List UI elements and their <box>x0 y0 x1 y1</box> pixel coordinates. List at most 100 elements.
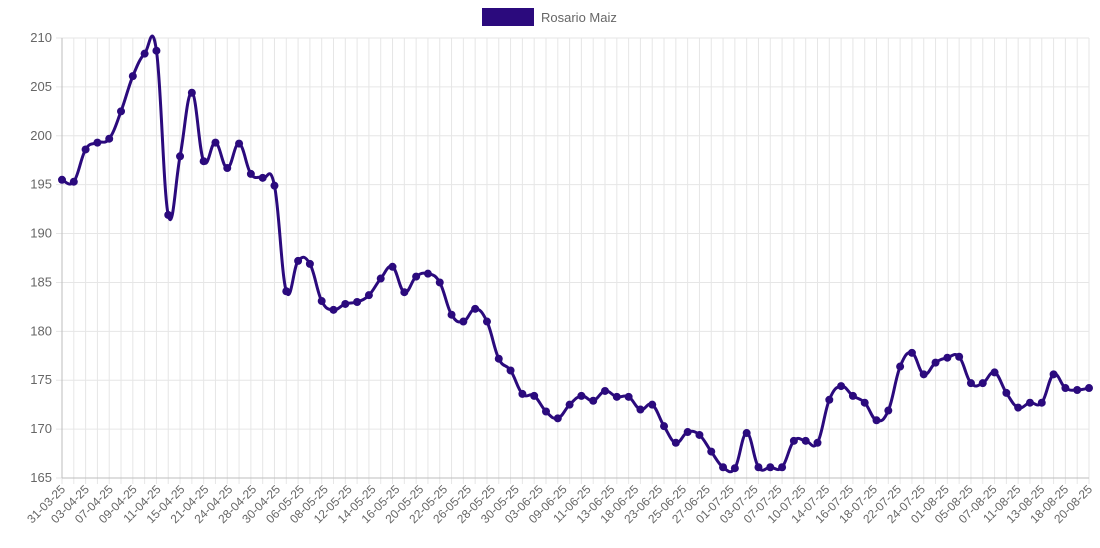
data-point[interactable] <box>282 287 291 296</box>
data-point[interactable] <box>223 164 232 173</box>
data-point[interactable] <box>636 405 645 414</box>
data-point[interactable] <box>553 414 562 423</box>
legend[interactable]: Rosario Maiz <box>482 8 617 26</box>
data-point[interactable] <box>742 429 751 438</box>
data-point[interactable] <box>376 274 385 283</box>
data-point[interactable] <box>778 463 787 472</box>
data-point[interactable] <box>624 392 633 401</box>
data-point[interactable] <box>235 139 244 148</box>
data-point[interactable] <box>695 430 704 439</box>
data-point[interactable] <box>530 391 539 400</box>
data-point[interactable] <box>388 262 397 271</box>
data-point[interactable] <box>93 138 102 147</box>
data-point[interactable] <box>199 157 208 166</box>
data-point[interactable] <box>1014 403 1023 412</box>
data-point[interactable] <box>152 46 161 55</box>
data-point[interactable] <box>825 395 834 404</box>
data-point[interactable] <box>955 352 964 361</box>
data-point[interactable] <box>447 310 456 319</box>
data-point[interactable] <box>117 107 126 116</box>
data-point[interactable] <box>270 181 279 190</box>
data-point[interactable] <box>1061 384 1070 393</box>
data-point[interactable] <box>848 391 857 400</box>
data-point[interactable] <box>329 305 338 314</box>
legend-swatch[interactable] <box>482 8 534 26</box>
data-point[interactable] <box>671 438 680 447</box>
data-point[interactable] <box>1073 386 1082 394</box>
data-point[interactable] <box>978 379 987 388</box>
data-point[interactable] <box>518 389 527 398</box>
data-point[interactable] <box>612 392 621 401</box>
data-point[interactable] <box>211 138 220 147</box>
data-point[interactable] <box>943 353 952 362</box>
data-point[interactable] <box>58 175 66 184</box>
data-point[interactable] <box>872 416 881 425</box>
data-point[interactable] <box>837 382 846 391</box>
data-point[interactable] <box>294 256 303 265</box>
data-point[interactable] <box>317 297 326 306</box>
data-point[interactable] <box>648 400 657 409</box>
data-point[interactable] <box>400 288 409 297</box>
data-point[interactable] <box>506 366 515 375</box>
data-point[interactable] <box>246 169 255 178</box>
data-point[interactable] <box>69 177 78 186</box>
data-point[interactable] <box>541 407 550 416</box>
y-tick-label: 200 <box>30 128 52 143</box>
data-point[interactable] <box>435 278 444 287</box>
data-point[interactable] <box>884 406 893 415</box>
data-point[interactable] <box>813 438 822 447</box>
data-point[interactable] <box>412 272 421 281</box>
data-point[interactable] <box>364 291 373 300</box>
data-point[interactable] <box>601 386 610 395</box>
data-point[interactable] <box>105 134 114 143</box>
data-point[interactable] <box>341 299 350 308</box>
data-point[interactable] <box>423 269 432 278</box>
data-point[interactable] <box>896 362 905 371</box>
data-point[interactable] <box>966 379 975 388</box>
data-point[interactable] <box>164 210 173 219</box>
series-layer <box>58 34 1093 474</box>
data-point[interactable] <box>730 464 739 473</box>
data-point[interactable] <box>128 72 137 81</box>
data-point[interactable] <box>482 317 491 326</box>
series-line <box>61 34 1090 474</box>
data-point[interactable] <box>719 463 728 472</box>
data-point[interactable] <box>683 428 692 437</box>
data-point[interactable] <box>589 396 598 405</box>
data-point[interactable] <box>860 398 869 407</box>
data-point[interactable] <box>1002 388 1011 397</box>
data-point[interactable] <box>789 436 798 445</box>
data-point[interactable] <box>907 348 916 357</box>
legend-label[interactable]: Rosario Maiz <box>541 10 617 25</box>
data-point[interactable] <box>81 145 90 154</box>
data-point[interactable] <box>931 358 940 367</box>
data-point[interactable] <box>754 463 763 472</box>
data-point[interactable] <box>187 88 196 97</box>
data-point[interactable] <box>471 304 480 313</box>
y-tick-label: 195 <box>30 177 52 192</box>
data-point[interactable] <box>990 368 999 377</box>
data-point[interactable] <box>1025 398 1034 407</box>
data-point[interactable] <box>1037 398 1046 407</box>
data-point[interactable] <box>1085 384 1093 393</box>
data-point[interactable] <box>140 49 149 58</box>
data-point[interactable] <box>801 436 810 445</box>
y-tick-label: 205 <box>30 79 52 94</box>
data-point[interactable] <box>660 422 669 431</box>
data-point[interactable] <box>459 317 468 326</box>
data-point[interactable] <box>577 391 586 400</box>
data-point[interactable] <box>305 259 314 268</box>
data-point[interactable] <box>707 447 716 456</box>
data-point[interactable] <box>766 463 775 472</box>
data-point[interactable] <box>565 400 574 409</box>
y-tick-label: 175 <box>30 372 52 387</box>
grid-lines <box>56 37 1090 484</box>
data-point[interactable] <box>176 152 185 161</box>
data-point[interactable] <box>494 354 503 363</box>
data-point[interactable] <box>1049 370 1058 379</box>
data-point[interactable] <box>353 298 362 306</box>
y-tick-label: 190 <box>30 226 52 241</box>
data-point[interactable] <box>919 370 928 379</box>
data-point[interactable] <box>258 173 267 182</box>
